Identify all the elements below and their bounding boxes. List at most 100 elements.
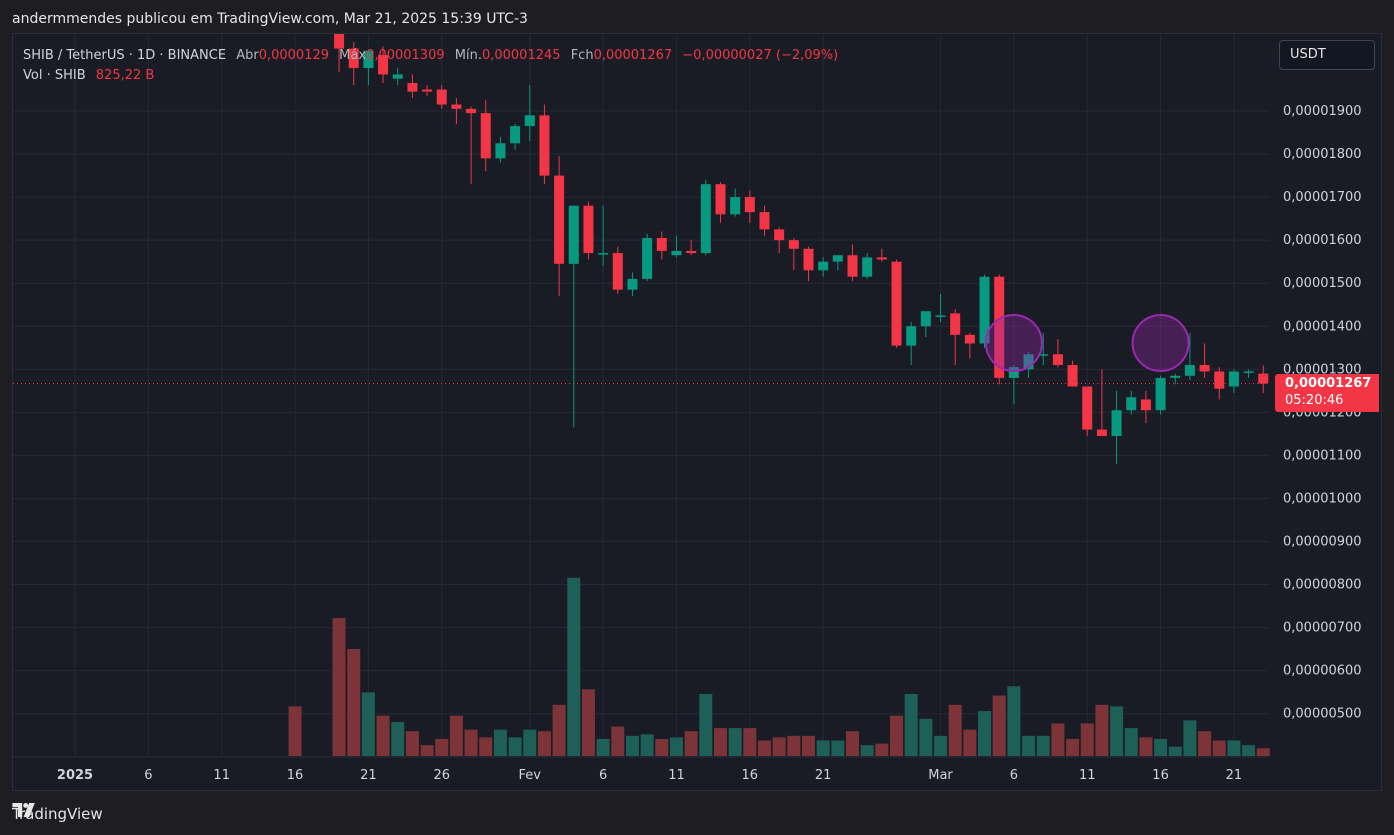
candle-body [1184,364,1195,376]
volume-bar [537,731,551,756]
candle-body [539,115,550,176]
candle-body [935,315,946,317]
candle-body [1243,371,1254,373]
highlight-circle [1131,314,1190,372]
candle-body [348,48,359,68]
time-axis-label: 11 [1079,768,1096,783]
candle-body [598,253,609,255]
volume-bar [1124,728,1138,756]
time-axis-label: 6 [1010,768,1018,783]
candle-body [832,255,843,262]
candle-body [906,326,917,346]
volume-bar [1256,748,1270,756]
candle-body [378,55,389,75]
candle-body [876,257,887,260]
candle-body [451,104,462,109]
legend-close-value: 0,00001267 [593,48,673,63]
legend-volume-label[interactable]: Vol · SHIB [23,68,86,83]
volume-bar [992,695,1006,756]
candle-body [583,205,594,254]
volume-bar [581,689,595,756]
price-axis-label: 0,00000800 [1283,578,1362,593]
volume-bar [479,737,493,756]
candlestick-chart[interactable]: 0,00001900 0,00001800 0,00001700 0,00001600… [13,34,1382,791]
volume-bar [523,729,537,756]
price-axis-label: 0,00001800 [1283,147,1362,162]
candle-body [1008,367,1019,378]
legend-low-value: 0,00001245 [481,48,561,63]
legend-close-label: Fch [570,48,594,63]
publisher-line: andermmendes publicou em TradingView.com… [12,11,528,27]
last-price-value: 0,00001267 [1285,376,1372,391]
candle-body [803,248,814,271]
volume-bar [332,618,346,756]
price-axis-label: 0,00001900 [1283,104,1362,119]
candle-body [1082,386,1093,430]
volume-bar [757,740,771,756]
candle-body [568,205,579,264]
volume-bar [1036,735,1050,756]
time-axis-label: 21 [815,768,832,783]
time-axis-label: Mar [928,768,953,783]
volume-bar [625,735,639,756]
volume-bar [772,737,786,756]
time-axis-label: 21 [1226,768,1243,783]
volume-bar [435,738,449,756]
highlight-circle [984,314,1043,372]
time-axis-label: 6 [599,768,607,783]
legend-symbol[interactable]: SHIB / TetherUS · 1D · BINANCE [23,48,227,63]
volume-bar [699,694,713,756]
candle-body [979,276,990,344]
time-axis-label: 21 [360,768,377,783]
volume-bar [816,740,830,756]
chart-panel[interactable]: 0,00001900 0,00001800 0,00001700 0,00001600… [12,33,1382,791]
bar-countdown: 05:20:46 [1285,393,1344,408]
candle-body [466,108,477,114]
currency-button[interactable]: USDT [1279,40,1375,70]
footer-brand[interactable]: TradingView [12,803,103,825]
candle-body [715,184,726,215]
price-axis-label: 0,00000600 [1283,664,1362,679]
candle-body [744,197,755,213]
time-axis-label: 16 [1152,768,1169,783]
volume-bar [552,704,566,756]
candle-body [1214,371,1225,389]
volume-bar [1212,740,1226,756]
volume-bar [713,728,727,756]
volume-bar [596,738,610,756]
candle-body [671,250,682,256]
candle-body [686,250,697,254]
time-axis-label: 16 [742,768,759,783]
volume-bar [684,731,698,756]
volume-bar [919,718,933,756]
volume-bar [787,735,801,756]
candle-body [1199,364,1210,372]
candle-body [1023,354,1034,370]
publish-header: andermmendes publicou em TradingView.com… [0,0,1394,36]
candle-body [847,255,858,277]
volume-bar [728,728,742,756]
candle-body [1067,364,1078,387]
volume-bar [802,735,815,756]
volume-bar [1022,735,1036,756]
volume-bar [508,737,522,756]
time-axis-label: 16 [287,768,304,783]
candle-body [554,175,565,264]
candle-body [1052,354,1063,365]
legend-volume-value: 825,22 B [95,68,155,83]
candle-body [774,229,785,241]
price-axis-label: 0,00000700 [1283,621,1362,636]
volume-bar [860,745,874,756]
time-axis-label: 6 [144,768,152,783]
volume-bar [1110,706,1124,756]
volume-bar [405,731,419,756]
volume-bar [376,715,390,756]
candle-body [1155,377,1166,411]
price-axis-label: 0,00000900 [1283,535,1362,550]
legend-ohlc-row: SHIB / TetherUS · 1D · BINANCE Abr0,0000… [23,46,838,66]
volume-bar [361,692,375,756]
volume-bar [449,715,463,756]
time-axis-label: Fev [519,768,542,783]
price-axis-label: 0,00001000 [1283,491,1362,506]
volume-bar [655,738,669,756]
